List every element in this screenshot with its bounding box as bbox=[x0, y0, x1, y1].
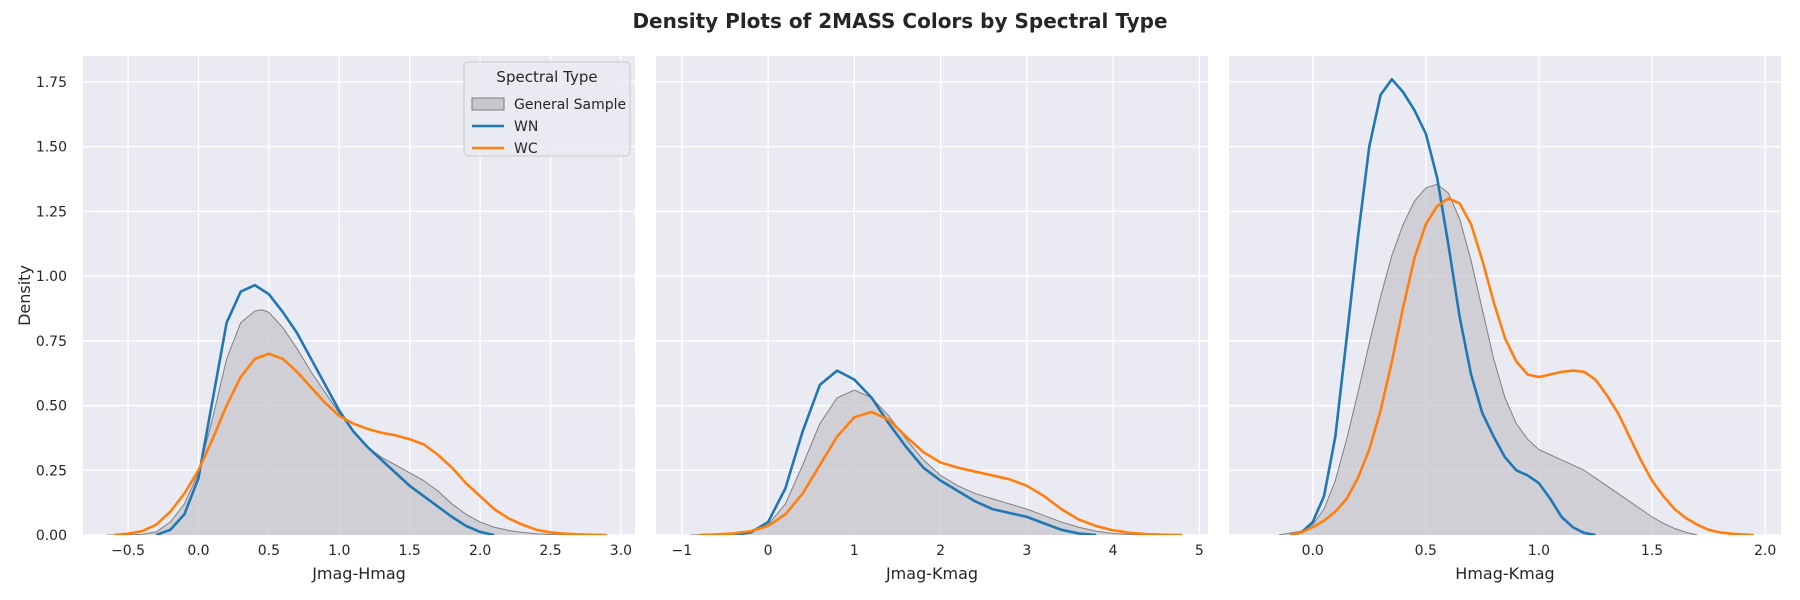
x-tick-label: 1.0 bbox=[1528, 543, 1550, 559]
series-wc-line bbox=[699, 410, 1183, 535]
series-wn-line bbox=[155, 283, 495, 535]
series-layer bbox=[1278, 78, 1754, 535]
legend-label-general-sample: General Sample bbox=[514, 97, 626, 113]
series-general-sample-outline bbox=[690, 389, 1157, 535]
x-tick-label: 0.5 bbox=[1415, 543, 1437, 559]
legend-frame bbox=[463, 61, 631, 157]
y-tick-label: 0.75 bbox=[36, 334, 67, 350]
legend-title: Spectral Type bbox=[496, 68, 597, 86]
x-tick-label: 3.0 bbox=[610, 543, 632, 559]
x-tick-label: −0.5 bbox=[111, 543, 145, 559]
x-tick-label: 1 bbox=[850, 543, 859, 559]
series-wn-line bbox=[733, 369, 1096, 535]
series-layer bbox=[106, 283, 607, 535]
y-tick-label: 1.25 bbox=[36, 204, 67, 220]
x-tick-label: 1.5 bbox=[399, 543, 421, 559]
x-tick-label: 0 bbox=[764, 543, 773, 559]
series-general-sample-outline bbox=[1278, 183, 1698, 535]
legend-label-wn: WN bbox=[514, 119, 538, 135]
x-axis-label: Jmag-Kmag bbox=[885, 564, 978, 583]
series-general-sample-area bbox=[690, 390, 1157, 535]
y-tick-label: 1.75 bbox=[36, 75, 67, 91]
x-tick-label: 1.0 bbox=[328, 543, 350, 559]
panel-2: −1 0 1 2 3 4 5 Jmag-Kmag bbox=[656, 56, 1208, 583]
y-axis-label: Density bbox=[15, 265, 34, 326]
series-general-sample-area bbox=[1278, 184, 1698, 535]
x-tick-label: 2.5 bbox=[539, 543, 561, 559]
plot-area bbox=[656, 56, 1208, 535]
x-tick-label: 2.0 bbox=[1754, 543, 1776, 559]
x-tick-label: 4 bbox=[1109, 543, 1118, 559]
series-general-sample-outline bbox=[106, 309, 579, 535]
series-layer bbox=[690, 369, 1183, 535]
series-general-sample-area bbox=[106, 309, 579, 535]
y-tick-label: 0.00 bbox=[36, 528, 67, 544]
series-wc-line bbox=[113, 352, 607, 535]
x-tick-label: −1 bbox=[672, 543, 693, 559]
x-tick-label: 1.5 bbox=[1641, 543, 1663, 559]
legend-label-wc: WC bbox=[514, 141, 538, 157]
x-tick-label: 0.0 bbox=[1302, 543, 1324, 559]
x-axis-label: Hmag-Kmag bbox=[1455, 564, 1554, 583]
y-tick-label: 1.00 bbox=[36, 269, 67, 285]
legend-swatch-general-sample bbox=[471, 97, 505, 111]
y-tick-label: 0.50 bbox=[36, 399, 67, 415]
x-tick-label: 0.0 bbox=[187, 543, 209, 559]
y-tick-label: 0.25 bbox=[36, 463, 67, 479]
series-wn-line bbox=[1289, 78, 1596, 535]
y-tick-label: 1.50 bbox=[36, 140, 67, 156]
panels: −0.5 0.0 0.5 1.0 1.5 2.0 2.5 3.00.000.250.500.7… bbox=[15, 56, 1781, 583]
legend: Spectral Type General Sample WN WC bbox=[463, 61, 631, 157]
x-tick-label: 0.5 bbox=[258, 543, 280, 559]
x-tick-label: 3 bbox=[1022, 543, 1031, 559]
x-tick-label: 2.0 bbox=[469, 543, 491, 559]
x-axis-label: Jmag-Hmag bbox=[311, 564, 406, 583]
series-wc-line bbox=[1289, 197, 1754, 535]
x-tick-label: 5 bbox=[1195, 543, 1204, 559]
panel-3: 0.0 0.5 1.0 1.5 2.0 Hmag-Kmag bbox=[1229, 56, 1781, 583]
x-tick-label: 2 bbox=[936, 543, 945, 559]
figure-title: Density Plots of 2MASS Colors by Spectra… bbox=[632, 9, 1167, 33]
